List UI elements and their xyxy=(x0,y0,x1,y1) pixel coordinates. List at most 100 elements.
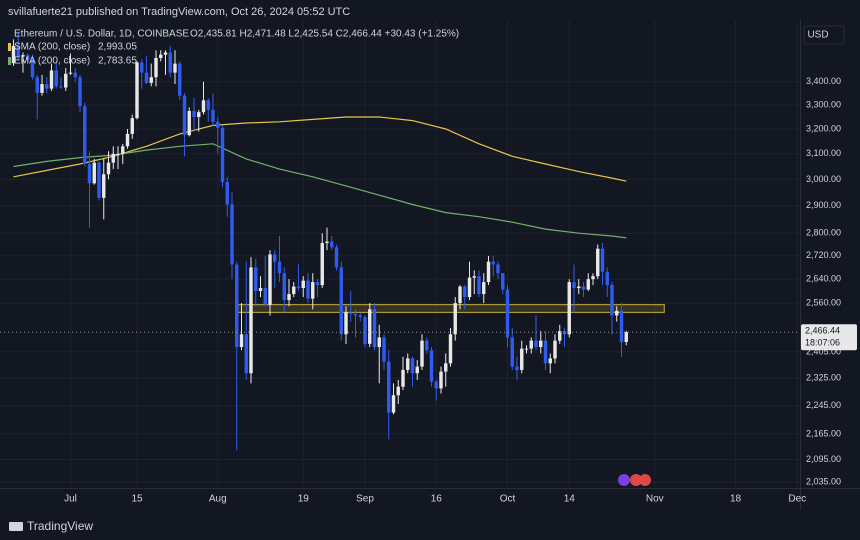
legend-value: 2,993.05 xyxy=(98,42,137,53)
brand: TradingView xyxy=(27,519,93,533)
candle-body xyxy=(92,162,96,184)
candle-body xyxy=(482,282,486,295)
candle-body xyxy=(106,162,111,175)
y-tick-label: 2,720.00 xyxy=(806,250,841,260)
legend-name: SMA (200, close) xyxy=(14,42,90,53)
candle-body xyxy=(296,286,301,289)
candle-body xyxy=(130,118,134,134)
x-tick-label: 19 xyxy=(298,494,310,505)
candle-body xyxy=(21,55,25,57)
candle-body xyxy=(463,286,467,298)
y-tick-label: 2,900.00 xyxy=(806,200,841,210)
candle-body xyxy=(73,72,77,78)
candle-body xyxy=(102,174,106,198)
event-icon[interactable] xyxy=(630,474,642,486)
candle-body xyxy=(26,55,30,61)
x-tick-label: Sep xyxy=(356,494,374,505)
currency[interactable]: USD xyxy=(807,30,828,41)
candle-body xyxy=(287,294,291,301)
event-icon[interactable] xyxy=(639,474,651,486)
symbol: Ethereum / U.S. Dollar, 1D, COINBASE xyxy=(14,29,189,40)
candle-body xyxy=(453,303,457,335)
candle-body xyxy=(159,54,163,59)
candle-body xyxy=(140,62,144,73)
candle-body xyxy=(615,310,619,316)
candle-body xyxy=(591,276,595,280)
candle-body xyxy=(230,204,234,265)
candle-body xyxy=(396,386,400,396)
candle-body xyxy=(11,45,16,64)
candle-body xyxy=(78,77,82,107)
candle-body xyxy=(154,58,158,78)
candle-body xyxy=(444,363,448,372)
y-tick-label: 3,400.00 xyxy=(806,76,841,86)
y-tick-label: 2,640.00 xyxy=(806,274,841,284)
candle-body xyxy=(111,153,115,163)
candle-body xyxy=(197,112,201,117)
candle-body xyxy=(391,395,396,413)
x-tick-label: 16 xyxy=(431,494,443,505)
y-tick-label: 3,300.00 xyxy=(806,99,841,109)
x-tick-label: 18 xyxy=(730,494,742,505)
legend-value: 2,783.65 xyxy=(98,56,137,67)
candle-body xyxy=(249,267,253,374)
candle-body xyxy=(619,310,624,343)
candle-body xyxy=(368,309,372,344)
candle-body xyxy=(439,371,443,389)
candle-body xyxy=(244,334,248,374)
candle-body xyxy=(486,261,491,283)
candle-body xyxy=(529,340,533,349)
ohlc: O2,435.81 H2,471.48 L2,425.54 C2,466.44 … xyxy=(190,29,459,40)
legend: SMA (200, close) 2,993.05 EMA (200, close)… xyxy=(8,42,137,67)
candle-body xyxy=(401,369,405,387)
candle-body xyxy=(524,348,529,350)
candle-body xyxy=(515,366,519,370)
candle-body xyxy=(330,241,334,248)
candle-body xyxy=(211,109,215,122)
candle-body xyxy=(425,340,429,351)
candle-body xyxy=(292,286,296,295)
candle-body xyxy=(377,337,381,348)
x-tick-label: 15 xyxy=(131,494,143,505)
candle-body xyxy=(372,309,377,348)
event-icon[interactable] xyxy=(618,474,630,486)
candle-body xyxy=(87,163,92,184)
legend-swatch xyxy=(8,57,11,65)
candle-body xyxy=(339,267,343,335)
grid xyxy=(0,20,800,488)
candle-body xyxy=(254,267,258,292)
y-tick-label: 2,325.00 xyxy=(806,373,841,383)
candle-body xyxy=(472,276,476,278)
logo xyxy=(9,522,23,531)
candle-body xyxy=(54,70,58,87)
candle-body xyxy=(477,276,481,295)
candle-body xyxy=(358,315,362,317)
currency-box[interactable] xyxy=(803,25,845,45)
plot xyxy=(0,31,800,451)
axes: 3,400.00 3,300.00 3,200.00 3,100.00 3,000.00… xyxy=(64,76,857,505)
candle-body xyxy=(349,312,353,314)
candle-body xyxy=(235,264,239,348)
x-tick-label: Nov xyxy=(646,494,664,505)
candle-body xyxy=(572,282,576,289)
y-tick-label: 2,245.00 xyxy=(806,400,841,410)
candle-body xyxy=(586,279,590,290)
candle-body xyxy=(144,72,149,83)
candle-body xyxy=(510,337,514,367)
candle-body xyxy=(40,84,44,93)
event-icons xyxy=(618,474,651,486)
y-tick-label: 2,560.00 xyxy=(806,298,841,308)
candle-body xyxy=(624,332,628,342)
candle-body xyxy=(220,127,225,183)
candle-body xyxy=(539,340,543,348)
candle-body xyxy=(520,348,524,370)
candle-body xyxy=(258,288,263,292)
candle-body xyxy=(363,316,367,344)
candle-body xyxy=(406,358,410,370)
candle-body xyxy=(496,264,500,274)
candle-body xyxy=(311,282,315,299)
candle-body xyxy=(173,63,177,73)
candle-body xyxy=(45,84,49,89)
